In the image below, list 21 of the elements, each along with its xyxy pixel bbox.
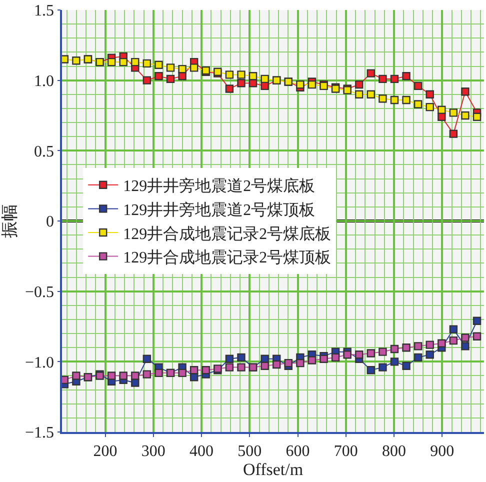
legend-label: 129井井旁地震道2号煤顶板 [123,200,316,219]
legend-label: 129井合成地震记录2号煤底板 [123,224,332,243]
legend-label: 129井合成地震记录2号煤顶板 [123,248,332,267]
y-tick-label: 1.0 [34,72,54,90]
x-axis-title: Offset/m [242,460,304,479]
x-tick-label: 500 [238,442,262,460]
x-tick-label: 700 [334,442,358,460]
y-tick-label: 0.5 [34,143,54,160]
x-tick-label: 800 [382,442,406,460]
y-tick-label: 0 [46,214,54,231]
x-tick-label: 900 [430,442,454,460]
y-axis-title: 振幅 [0,204,19,238]
y-tick-label: −1.5 [25,424,54,442]
y-tick-label: −1.0 [25,354,54,372]
y-tick-label: −0.5 [25,284,54,301]
x-tick-label: 400 [190,442,214,460]
y-tick-label: 1.5 [34,2,54,20]
x-tick-label: 200 [93,442,118,460]
x-tick-label: 300 [141,442,166,460]
x-tick-label: 600 [286,442,310,460]
legend-label: 129井井旁地震道2号煤底板 [123,177,316,196]
